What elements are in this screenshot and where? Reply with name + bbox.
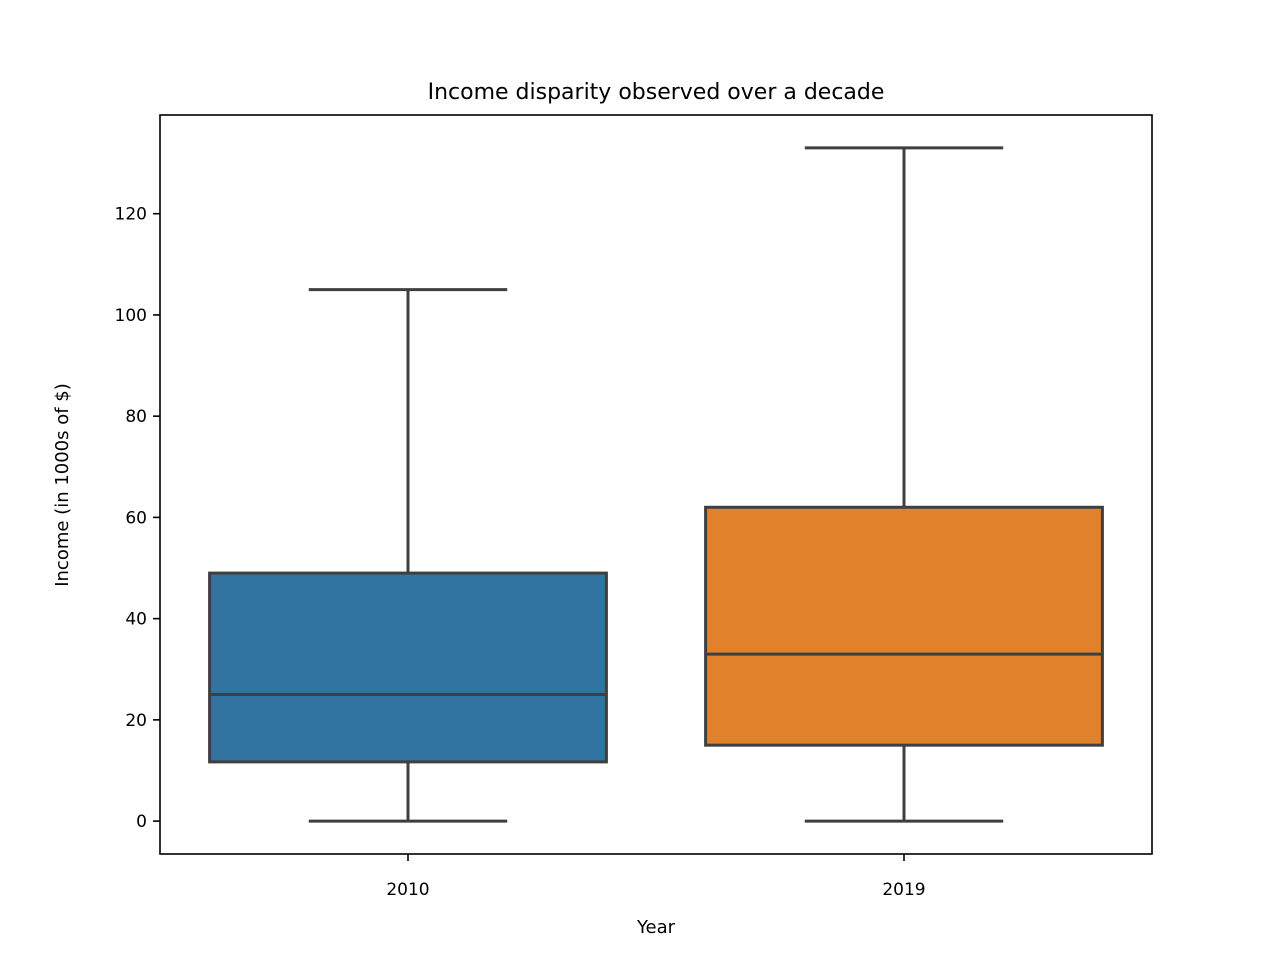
y-axis: 0 20 40 60 80 100 120: [115, 205, 160, 832]
y-tick-label-60: 60: [125, 508, 147, 528]
box-group-2010: [208, 288, 608, 823]
y-tick-label-120: 120: [115, 205, 147, 225]
x-axis: 2010 2019: [386, 854, 926, 900]
x-tick-label-2010: 2010: [386, 880, 429, 900]
plot-frame: [159, 114, 1153, 855]
boxes-layer: [208, 146, 1104, 823]
y-tick-label-100: 100: [115, 306, 147, 326]
y-tick-label-40: 40: [125, 610, 147, 630]
chart-title: Income disparity observed over a decade: [428, 80, 885, 105]
x-tick-label-2019: 2019: [882, 880, 925, 900]
box-2019: [704, 505, 1104, 747]
y-tick-label-80: 80: [125, 407, 147, 427]
y-tick-label-0: 0: [136, 812, 147, 832]
box-group-2019: [704, 146, 1104, 823]
box-2010: [208, 571, 608, 764]
y-axis-label: Income (in 1000s of $): [52, 383, 73, 587]
y-tick-label-20: 20: [125, 711, 147, 731]
x-axis-label: Year: [636, 917, 676, 938]
